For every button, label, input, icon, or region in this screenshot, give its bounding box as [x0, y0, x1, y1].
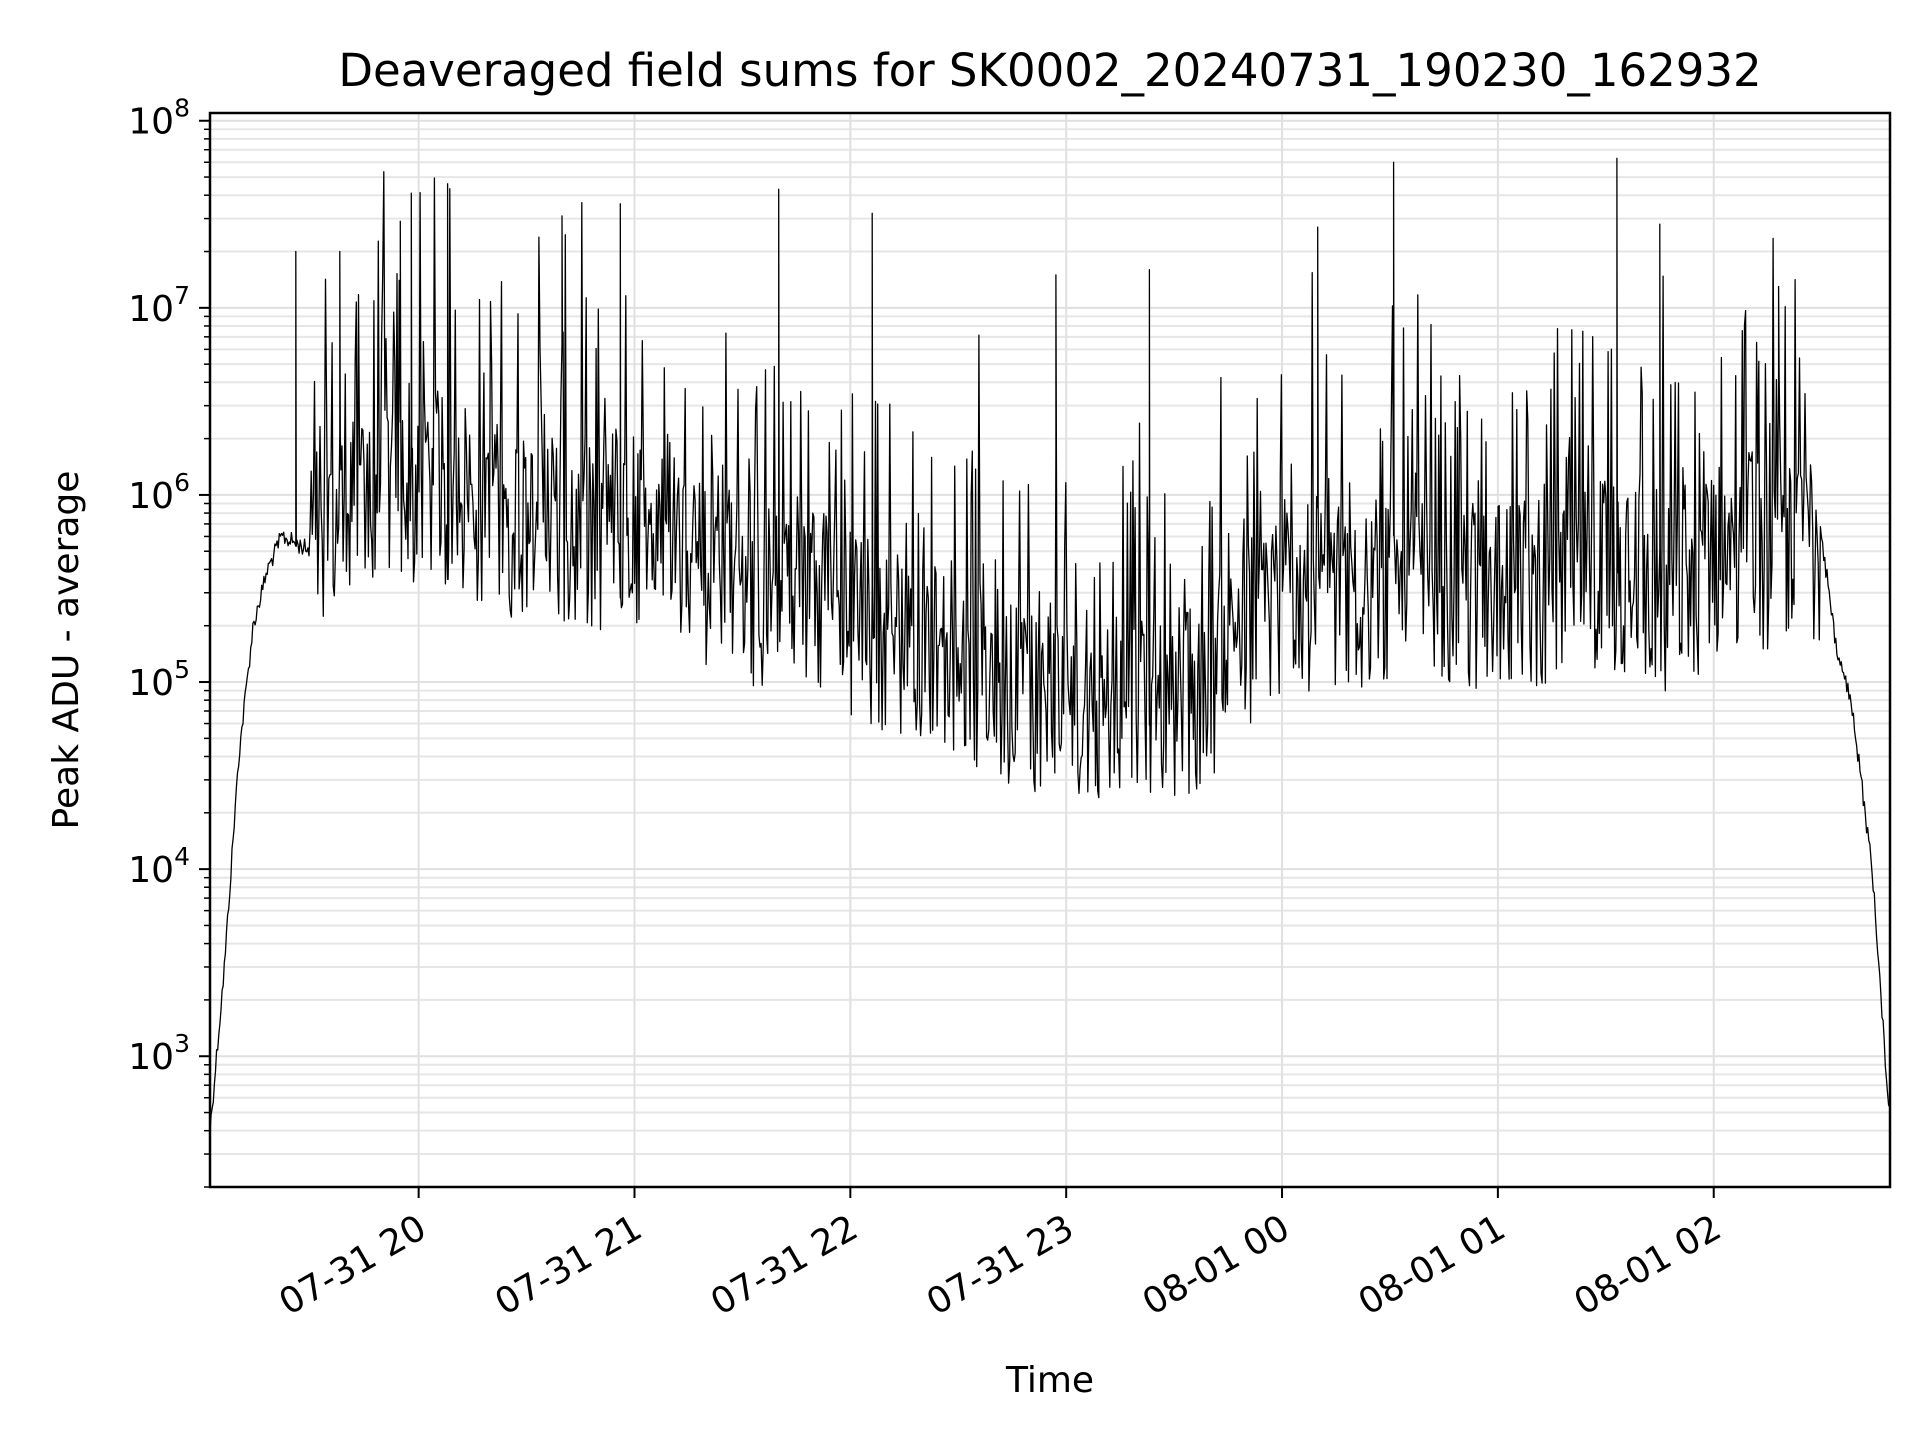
x-tick-label: 08-01 01 [1352, 1207, 1513, 1323]
x-tick-label: 07-31 23 [920, 1207, 1081, 1323]
chart-title: Deaveraged field sums for SK0002_2024073… [338, 44, 1761, 97]
y-tick-label: 105 [128, 655, 190, 704]
y-tick-label-base: 10 [128, 850, 174, 891]
y-tick-label-exponent: 7 [174, 281, 190, 310]
x-tick-label: 08-01 00 [1136, 1207, 1297, 1323]
x-tick-label: 07-31 21 [488, 1207, 649, 1323]
y-tick-label: 104 [128, 842, 190, 891]
y-tick-label-exponent: 5 [174, 655, 190, 684]
y-tick-label-base: 10 [128, 476, 174, 517]
y-tick-label-exponent: 8 [174, 94, 190, 123]
series-line [209, 157, 1891, 1134]
y-tick-label-base: 10 [128, 102, 174, 143]
plot-frame [208, 111, 1892, 1189]
y-axis-label: Peak ADU - average [46, 471, 87, 830]
x-tick-label: 07-31 20 [272, 1207, 433, 1323]
y-tick-label-base: 10 [128, 289, 174, 330]
x-tick-label: 08-01 02 [1568, 1207, 1729, 1323]
y-tick-label: 107 [128, 281, 190, 330]
y-tick-label-base: 10 [128, 663, 174, 704]
y-tick-label-base: 10 [128, 1037, 174, 1078]
y-tick-label: 108 [128, 94, 190, 143]
y-tick-label-exponent: 3 [174, 1029, 190, 1058]
y-tick-label-exponent: 6 [174, 468, 190, 497]
series [209, 157, 1891, 1134]
x-axis-label: Time [1005, 1360, 1094, 1401]
y-tick-label: 103 [128, 1029, 190, 1078]
y-tick-label-exponent: 4 [174, 842, 190, 871]
y-tick-label: 106 [128, 468, 190, 517]
x-tick-label: 07-31 22 [704, 1207, 865, 1323]
